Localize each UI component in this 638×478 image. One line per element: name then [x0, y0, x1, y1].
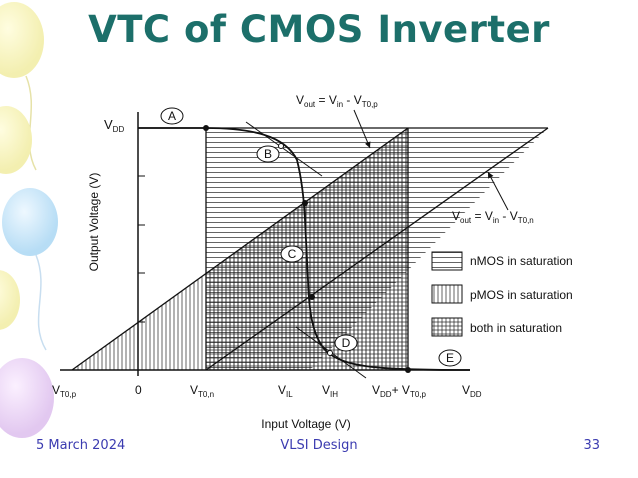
legend-label-both: both in saturation: [470, 321, 562, 335]
annotation-n-arrow: [487, 171, 509, 211]
point-label-e: E: [438, 349, 462, 367]
curve-markers: [203, 125, 411, 373]
svg-text:B: B: [264, 147, 272, 161]
marker-lower-sat: [309, 294, 315, 300]
footer-course: VLSI Design: [280, 438, 358, 453]
balloon-purple: [0, 358, 54, 438]
balloon-yellow-top: [0, 2, 44, 78]
marker-vdd-end: [405, 367, 411, 373]
marker-d-tangent: [327, 350, 333, 356]
x-tick-vdd-plus-vt0p: VDD+ VT0,p: [372, 383, 426, 399]
y-axis-ticks: [138, 175, 145, 323]
point-label-c: C: [280, 245, 304, 263]
svg-text:A: A: [168, 109, 176, 123]
point-label-d: D: [334, 334, 358, 352]
svg-text:C: C: [288, 247, 297, 261]
annotation-p-arrow: [353, 109, 371, 149]
marker-b-tangent: [278, 143, 284, 149]
line-vin-minus-vt0n: [205, 127, 549, 371]
point-label-b: B: [256, 145, 280, 163]
legend-label-pmos: pMOS in saturation: [470, 288, 573, 302]
slide-title: VTC of CMOS Inverter: [88, 8, 550, 51]
svg-text:D: D: [342, 336, 351, 350]
legend-swatch-both: [431, 317, 463, 337]
x-tick-vdd: VDD: [462, 383, 482, 399]
x-axis-title: Input Voltage (V): [261, 417, 350, 431]
line-vin-minus-vt0p: [71, 127, 409, 371]
x-tick-vih: VIH: [322, 383, 338, 399]
balloon-decoration: [0, 2, 58, 438]
legend-swatch-pmos: [431, 284, 463, 304]
annotation-vout-p: Vout = Vin - VT0,p: [296, 93, 378, 109]
y-axis-title: Output Voltage (V): [87, 173, 101, 272]
marker-upper-sat: [302, 200, 308, 206]
x-tick-vt0p: VT0,p: [52, 383, 77, 399]
annotation-vout-n: Vout = Vin - VT0,n: [452, 209, 534, 225]
x-tick-vt0n: VT0,n: [190, 383, 214, 399]
legend: nMOS in saturation pMOS in saturation bo…: [431, 251, 573, 337]
balloon-yellow-mid: [0, 106, 32, 174]
x-tick-vil: VIL: [278, 383, 293, 399]
balloon-yellow-low: [0, 270, 20, 330]
footer-date: 5 March 2024: [36, 438, 126, 453]
footer-page-number: 33: [583, 438, 600, 453]
marker-vt0n: [203, 125, 209, 131]
svg-text:E: E: [446, 351, 454, 365]
vdd-y-label: VDD: [104, 117, 124, 134]
x-tick-zero: 0: [135, 383, 142, 397]
legend-swatch-nmos: [431, 251, 463, 271]
legend-label-nmos: nMOS in saturation: [470, 254, 573, 268]
tangent-at-vil: [245, 121, 323, 177]
point-label-a: A: [160, 107, 184, 125]
vtc-curve: [138, 127, 471, 371]
balloon-blue: [2, 188, 58, 256]
